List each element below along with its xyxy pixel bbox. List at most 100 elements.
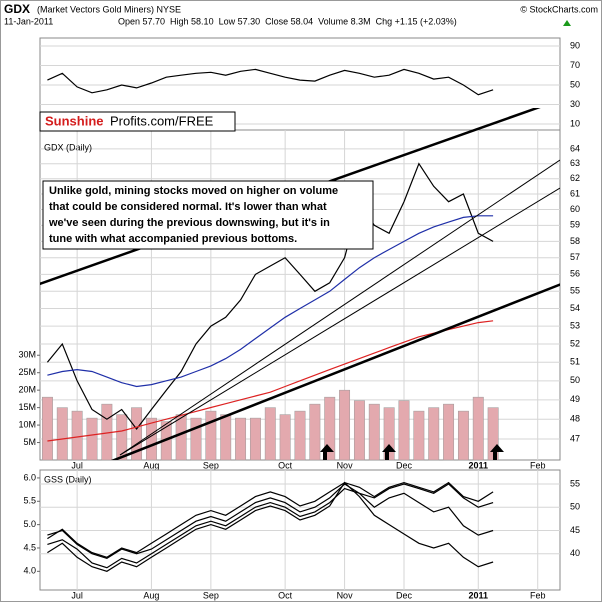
volume-bar <box>443 403 455 461</box>
volume-bar <box>294 410 306 461</box>
y2-tick-label: 6.0 <box>23 472 36 482</box>
volume-bar <box>116 414 128 461</box>
y2-tick-label: 25M <box>18 367 36 377</box>
annotation: tune with what accompanied previous bott… <box>49 233 297 245</box>
volume-bar <box>264 407 276 461</box>
volume-bar <box>353 400 365 461</box>
y-tick-label: 55 <box>570 478 580 488</box>
y-tick-label: 90 <box>570 40 580 50</box>
arrows <box>320 444 504 460</box>
quote: Open 57.70 High 58.10 Low 57.30 Close 58… <box>118 16 457 26</box>
y-tick-label: 62 <box>570 173 580 183</box>
x-tick-label: Dec <box>396 460 413 470</box>
x-tick-label: Feb <box>530 590 546 600</box>
volume-bar <box>205 410 217 461</box>
x-tick-label: Oct <box>278 460 293 470</box>
y-tick-label: 49 <box>570 394 580 404</box>
series-line <box>47 481 494 558</box>
volume-bar <box>279 414 291 461</box>
y-tick-label: 55 <box>570 286 580 296</box>
x-tick-label: Sep <box>203 460 219 470</box>
y2-tick-label: 4.5 <box>23 542 36 552</box>
y-tick-label: 70 <box>570 60 580 70</box>
y-tick-label: 53 <box>570 320 580 330</box>
volume-bar <box>457 410 469 461</box>
series-line <box>47 483 494 569</box>
x-tick-label: 2011 <box>469 590 489 600</box>
y2-tick-label: 10M <box>18 419 36 429</box>
y-tick-label: 30 <box>570 99 580 109</box>
annotation: we've seen during the previous downswing… <box>48 217 330 229</box>
series-line <box>47 483 494 560</box>
y-tick-label: 63 <box>570 158 580 168</box>
series-line <box>47 320 494 442</box>
y2-tick-label: 5M <box>23 437 36 447</box>
x-tick-label: Aug <box>143 460 159 470</box>
y-tick-label: 45 <box>570 525 580 535</box>
x-tick-label: Aug <box>143 590 159 600</box>
symbol: GDX <box>4 2 30 16</box>
volume-bar <box>41 396 53 461</box>
annotation: Unlike gold, mining stocks moved on high… <box>49 185 338 197</box>
up-icon <box>563 20 571 26</box>
y-tick-label: 59 <box>570 220 580 230</box>
x-tick-label: 2011 <box>469 460 489 470</box>
x-tick-label: Sep <box>203 590 219 600</box>
volume-bar <box>428 407 440 461</box>
volume-bar <box>190 417 202 461</box>
panel-title: GDX (Daily) <box>44 142 92 152</box>
volume-bar <box>309 403 321 461</box>
volume-bar <box>56 407 68 461</box>
y-tick-label: 10 <box>570 118 580 128</box>
volume-bar <box>368 403 380 461</box>
y-tick-label: 51 <box>570 357 580 367</box>
y-tick-label: 50 <box>570 79 580 89</box>
x-tick-label: Jul <box>71 590 83 600</box>
y-tick-label: 64 <box>570 143 580 153</box>
volume-bar <box>220 414 232 461</box>
series-line <box>47 481 494 572</box>
volume-bar <box>413 410 425 461</box>
annotation-box <box>42 180 374 250</box>
volume-bar <box>71 410 83 461</box>
volume-bar <box>324 396 336 461</box>
volume-bar <box>235 417 247 461</box>
date: 11-Jan-2011 <box>4 16 53 26</box>
y2-tick-label: 30M <box>18 350 36 360</box>
x-tick-label: Nov <box>337 590 354 600</box>
y-tick-label: 54 <box>570 303 580 313</box>
x-tick-label: Oct <box>278 590 293 600</box>
logo-red: Sunshine <box>45 113 104 128</box>
series-line <box>47 68 494 96</box>
volume-bar <box>339 389 351 461</box>
y-tick-label: 52 <box>570 338 580 348</box>
y-tick-label: 56 <box>570 269 580 279</box>
source: © StockCharts.com <box>520 4 598 14</box>
y-tick-label: 40 <box>570 548 580 558</box>
x-tick-label: Nov <box>337 460 354 470</box>
volume-bar <box>398 400 410 461</box>
volume-bar <box>472 396 484 461</box>
y-tick-label: 61 <box>570 188 580 198</box>
volume-bar <box>131 407 143 461</box>
y-tick-label: 57 <box>570 252 580 262</box>
symbol-name: (Market Vectors Gold Miners) NYSE <box>37 4 181 14</box>
volume-bar <box>249 417 261 461</box>
y2-tick-label: 4.0 <box>23 566 36 576</box>
y2-tick-label: 5.5 <box>23 496 36 506</box>
x-tick-label: Dec <box>396 590 413 600</box>
x-tick-label: Feb <box>530 460 546 470</box>
y-tick-label: 50 <box>570 375 580 385</box>
series-line <box>47 215 494 388</box>
series-line <box>46 162 494 430</box>
x-tick-label: Jul <box>71 460 83 470</box>
y-tick-label: 58 <box>570 236 580 246</box>
y-tick-label: 48 <box>570 414 580 424</box>
volume-bar <box>86 417 98 461</box>
y-tick-label: 47 <box>570 433 580 443</box>
logo-box <box>39 111 236 132</box>
y2-tick-label: 20M <box>18 385 36 395</box>
volume-bar <box>175 414 187 461</box>
